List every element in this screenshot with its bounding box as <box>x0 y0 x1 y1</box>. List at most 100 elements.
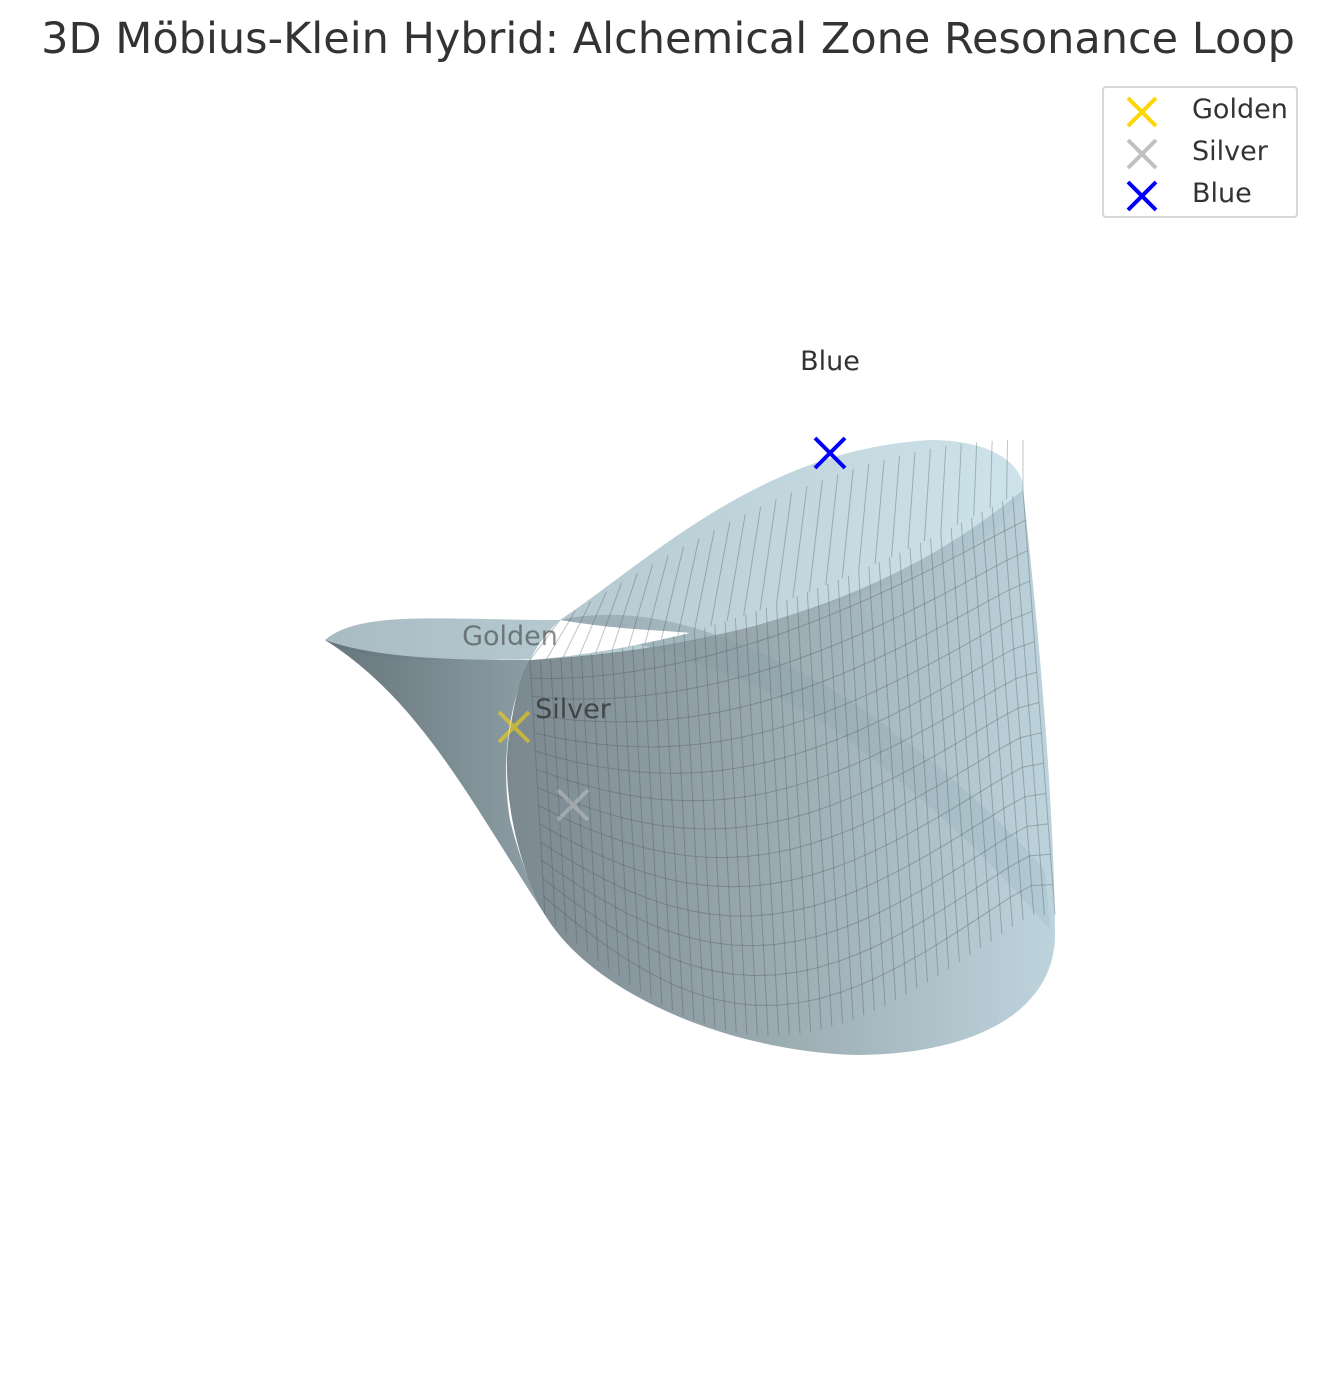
wireframe-line <box>776 603 801 1034</box>
wireframe-band <box>535 641 1035 774</box>
x-marker-icon <box>1126 138 1158 170</box>
wireframe-band <box>539 762 1044 888</box>
wireframe-band <box>532 550 1028 700</box>
marker-golden <box>497 710 531 744</box>
wireframe-line <box>858 464 870 572</box>
surface-opening <box>530 620 690 660</box>
wireframe-line <box>899 552 928 983</box>
legend-label: Golden <box>1192 94 1288 125</box>
wireframe-line <box>930 538 960 963</box>
wireframe-line <box>989 440 993 508</box>
wireframe-line <box>632 646 652 999</box>
legend-item-golden: Golden <box>1104 88 1300 128</box>
wireframe-line <box>562 600 592 658</box>
wireframe-band <box>533 580 1031 723</box>
wireframe-line <box>570 656 588 953</box>
wireframe-band <box>541 823 1049 947</box>
wireframe-line <box>693 529 715 631</box>
wireframe-line <box>868 566 897 1001</box>
wireframe-line <box>693 630 716 1028</box>
surface-back-sheet <box>325 440 1024 660</box>
wireframe-band <box>531 519 1026 680</box>
wireframe-line <box>628 564 654 648</box>
wireframe-line <box>950 527 982 949</box>
wireframe-line <box>743 506 762 616</box>
legend-item-silver: Silver <box>1104 130 1300 170</box>
wireframe-band <box>542 853 1051 977</box>
wireframe-band <box>537 702 1040 830</box>
wireframe-line <box>550 658 567 934</box>
chart-title: 3D Möbius-Klein Hybrid: Alchemical Zone … <box>41 14 1295 64</box>
wireframe-line <box>827 584 854 1020</box>
wireframe-line <box>1001 501 1035 916</box>
scatter-markers <box>497 436 847 822</box>
wireframe-line <box>660 546 684 640</box>
annotation-blue: Blue <box>800 346 860 377</box>
wireframe-line <box>786 600 812 1032</box>
legend-label: Silver <box>1192 136 1268 167</box>
wireframe-line <box>539 659 557 925</box>
surface-wireframe <box>529 440 1056 1036</box>
wireframe-line <box>796 596 822 1030</box>
wireframe-line <box>940 446 947 534</box>
wireframe-line <box>710 521 731 626</box>
wireframe-line <box>858 571 886 1006</box>
annotation-silver: Silver <box>535 694 612 725</box>
wireframe-line <box>677 538 700 636</box>
wireframe-line <box>529 619 561 661</box>
wireframe-line <box>919 542 950 970</box>
wireframe-line <box>940 532 971 956</box>
wireframe-line <box>1012 495 1045 916</box>
wireframe-line <box>529 659 546 916</box>
legend: Golden Silver Blue <box>1102 86 1298 218</box>
wireframe-line <box>755 611 780 1036</box>
wireframe-line <box>837 579 865 1016</box>
wireframe-line <box>765 607 790 1035</box>
legend-item-blue: Blue <box>1104 172 1300 212</box>
wireframe-line <box>874 459 885 564</box>
wireframe-line <box>841 468 854 579</box>
x-marker-icon <box>1126 96 1158 128</box>
wireframe-line <box>578 591 607 656</box>
wireframe-line <box>973 442 978 517</box>
wireframe-line <box>981 512 1013 927</box>
wireframe-band <box>543 884 1053 1006</box>
wireframe-line <box>642 643 663 1005</box>
wireframe-line <box>621 648 642 992</box>
wireframe-line <box>704 627 727 1031</box>
marker-blue <box>813 436 847 470</box>
wireframe-line <box>808 480 823 592</box>
wireframe-line <box>956 443 962 525</box>
wireframe-line <box>580 655 599 961</box>
wireframe-band <box>540 793 1046 917</box>
wireframe-line <box>714 624 737 1033</box>
annotations: Golden Silver Blue <box>462 346 860 725</box>
wireframe-line <box>611 650 631 985</box>
wireframe-line <box>776 492 792 604</box>
wireframe-line <box>601 652 620 977</box>
annotation-golden: Golden <box>462 621 558 652</box>
wireframe-line <box>825 474 839 585</box>
wireframe-line <box>878 562 907 995</box>
wireframe-line <box>907 451 916 549</box>
wireframe-line <box>595 582 623 654</box>
wireframe-line <box>591 653 610 970</box>
x-marker-icon <box>1126 180 1158 212</box>
wireframe-line <box>726 514 746 621</box>
wireframe-line <box>1022 489 1056 916</box>
wireframe-line <box>991 506 1024 920</box>
wireframe-line <box>1006 440 1009 499</box>
wireframe-line <box>806 592 833 1027</box>
wireframe-line <box>888 557 918 989</box>
wireframe-line <box>847 575 875 1011</box>
wireframe-line <box>663 638 684 1016</box>
wireframe-line <box>652 641 673 1011</box>
legend-label: Blue <box>1192 178 1252 209</box>
wireframe-band <box>534 610 1033 748</box>
wireframe-line <box>611 573 638 651</box>
wireframe-line <box>734 618 758 1036</box>
surface-left-lobe <box>325 640 545 915</box>
wireframe-line <box>817 588 843 1024</box>
wireframe-line <box>792 486 808 598</box>
